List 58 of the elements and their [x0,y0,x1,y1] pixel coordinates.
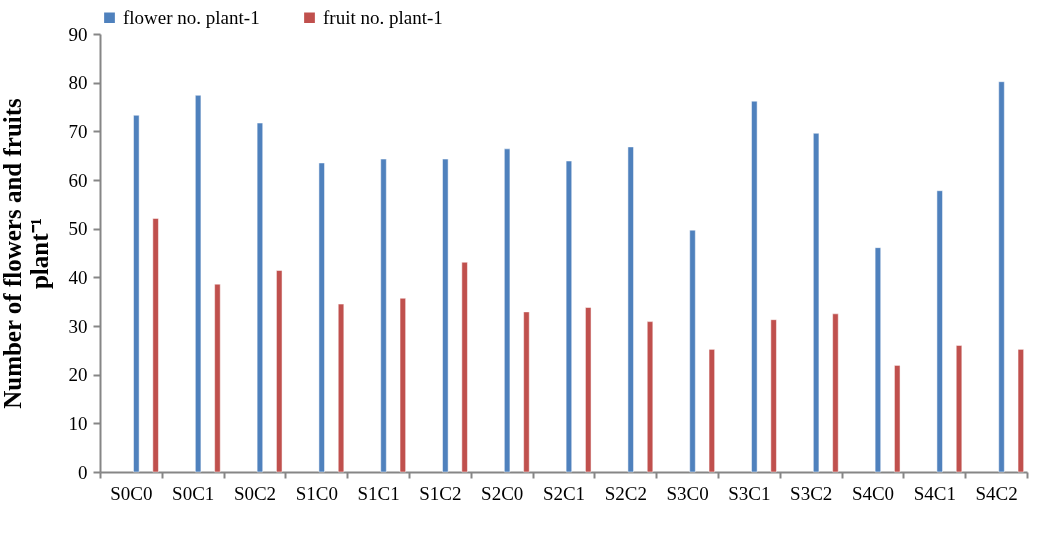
bar [276,270,283,473]
bar [585,307,592,473]
x-tick-label: S4C1 [913,482,956,504]
x-tick-label: S3C2 [790,482,833,504]
x-tick-label: S1C2 [419,482,462,504]
x-tick-label: S0C2 [233,482,277,504]
bar [998,81,1005,473]
x-tick-label: S4C0 [851,482,895,504]
bar [565,160,572,473]
x-tick-label: S2C0 [481,482,524,504]
y-tick-label: 20 [68,364,88,386]
bar [461,262,468,473]
bar [832,313,839,473]
bar [955,345,963,473]
y-tick-label: 80 [68,72,88,94]
x-tick-label: S2C1 [542,482,586,504]
y-tick-label: 30 [68,315,88,337]
y-tick-label: 0 [78,461,88,483]
bar [256,122,263,473]
bar [504,148,511,473]
bar [751,100,758,473]
y-tick-label: 60 [68,169,88,191]
legend-label: flower no. plant-1 [123,6,260,28]
bar [318,162,325,473]
legend-label: fruit no. plant-1 [323,6,443,28]
x-tick-label: S1C0 [295,482,338,504]
y-tick-label: 10 [68,412,88,434]
bar [874,247,881,473]
x-tick-label: S4C2 [975,482,1018,504]
bar [894,365,901,473]
y-tick-label: 50 [68,218,88,240]
bar [646,321,654,473]
bar [936,190,943,473]
bar [442,158,449,473]
bar [152,218,159,473]
bar [399,298,406,473]
y-tick-label: 40 [68,266,88,288]
bar [627,146,634,473]
y-tick-label: 70 [68,120,88,142]
bar [523,311,530,473]
x-tick-label: S3C1 [728,482,771,504]
bar [1017,349,1024,473]
bar [689,229,696,473]
bar [214,283,221,473]
bar [337,303,345,473]
x-tick-label: S1C1 [357,482,400,504]
x-tick-label: S0C1 [172,482,215,504]
bar [770,319,777,473]
bar [813,133,820,473]
y-axis-title: Number of flowers and fruits plant⁻¹ [0,97,53,409]
y-tick-label: 90 [68,23,88,45]
x-tick-label: S0C0 [110,482,153,504]
x-tick-label: S2C2 [604,482,647,504]
bar [133,115,140,473]
bar [195,95,202,473]
bar [380,158,387,473]
bar [708,349,715,473]
x-tick-label: S3C0 [666,482,709,504]
